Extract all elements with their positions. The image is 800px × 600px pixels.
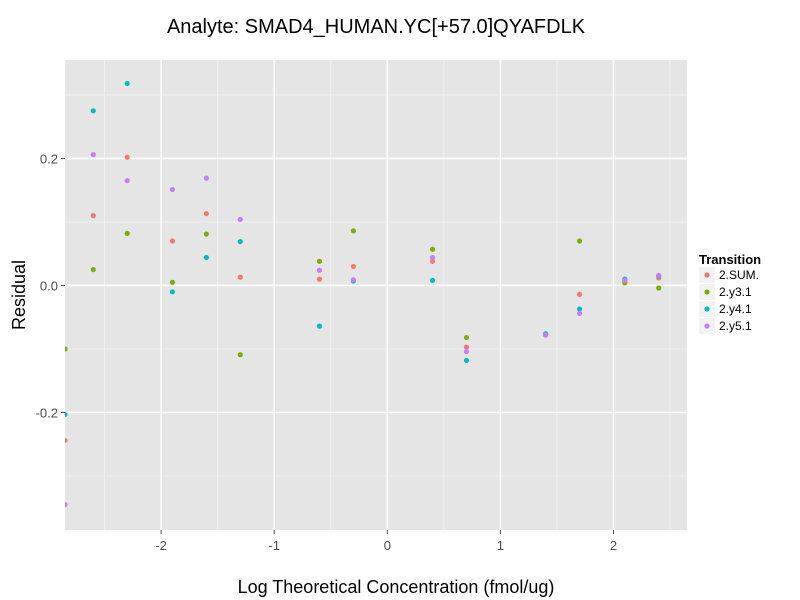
x-axis: -2 -1 0 1 2 <box>155 530 617 553</box>
point-2-y4-1 <box>576 306 583 312</box>
legend-marker-2-y4-1 <box>704 306 710 312</box>
point-2-sum <box>124 154 130 160</box>
point-2-y3-1 <box>656 285 662 291</box>
plot-panel <box>65 60 687 530</box>
point-2-y3-1 <box>463 334 470 341</box>
x-axis-title: Log Theoretical Concentration (fmol/ug) <box>238 577 555 597</box>
point-2-y5-1 <box>124 178 130 184</box>
y-axis-title: Residual <box>9 260 29 330</box>
data-points <box>65 80 662 508</box>
point-2-sum <box>350 263 356 270</box>
minor-gridlines <box>65 60 687 530</box>
x-tick-label: -1 <box>268 538 280 553</box>
point-2-y5-1 <box>350 277 356 283</box>
point-2-y3-1 <box>316 258 323 264</box>
point-2-sum <box>203 211 209 217</box>
point-2-y3-1 <box>124 230 130 236</box>
x-tick-label: -2 <box>155 538 167 553</box>
point-2-sum <box>90 213 96 219</box>
legend-marker-2-y5-1 <box>704 323 710 329</box>
y-tick-label: 0.2 <box>40 151 58 166</box>
point-2-y5-1 <box>65 501 68 508</box>
point-2-y3-1 <box>429 246 436 252</box>
point-2-y4-1 <box>169 289 176 295</box>
point-2-sum <box>169 238 176 244</box>
point-2-y4-1 <box>203 254 209 261</box>
point-2-y5-1 <box>576 310 583 317</box>
y-tick-label: 0.0 <box>40 278 58 293</box>
legend-label-2-y4-1: 2.y4.1 <box>719 302 752 316</box>
point-2-sum <box>429 258 436 264</box>
point-2-sum <box>576 291 583 297</box>
point-2-y4-1 <box>237 239 243 245</box>
legend-label-2-y5-1: 2.y5.1 <box>719 319 752 333</box>
point-2-y5-1 <box>316 267 323 273</box>
point-2-y4-1 <box>429 277 436 283</box>
point-2-y5-1 <box>90 152 96 158</box>
point-2-y3-1 <box>350 228 356 234</box>
point-2-sum <box>316 276 323 282</box>
point-2-sum <box>65 437 68 444</box>
point-2-y3-1 <box>90 266 96 273</box>
x-tick-label: 1 <box>497 538 504 553</box>
point-2-y3-1 <box>576 238 583 244</box>
x-tick-label: 0 <box>384 538 391 553</box>
point-2-y4-1 <box>316 323 323 329</box>
point-2-y5-1 <box>656 272 662 278</box>
point-2-y4-1 <box>65 411 68 418</box>
point-2-y3-1 <box>65 346 68 352</box>
major-gridlines <box>65 60 687 530</box>
legend-marker-2-y3-1 <box>704 289 710 295</box>
legend-label-2-y3-1: 2.y3.1 <box>719 285 752 299</box>
legend-title: Transition <box>699 252 761 267</box>
point-2-sum <box>237 274 243 280</box>
point-2-y5-1 <box>622 277 628 283</box>
point-2-y5-1 <box>429 254 436 261</box>
point-2-y3-1 <box>203 231 209 237</box>
point-2-y3-1 <box>237 352 243 358</box>
y-tick-label: -0.2 <box>36 406 58 421</box>
y-axis: -0.2 0.0 0.2 <box>36 151 65 421</box>
point-2-y5-1 <box>203 175 209 181</box>
point-2-y4-1 <box>463 357 470 364</box>
legend-marker-2-sum <box>704 272 710 278</box>
point-2-y4-1 <box>124 80 130 87</box>
point-2-y3-1 <box>169 279 176 285</box>
point-2-y5-1 <box>169 186 176 193</box>
legend: Transition 2.SUM. 2.y3.1 2.y4.1 2.y5.1 <box>699 252 761 334</box>
point-2-y5-1 <box>463 348 470 355</box>
chart-title: Analyte: SMAD4_HUMAN.YC[+57.0]QYAFDLK <box>167 16 586 38</box>
legend-label-2-sum: 2.SUM. <box>719 268 759 282</box>
point-2-sum <box>463 344 470 350</box>
point-2-y5-1 <box>237 216 243 223</box>
point-2-y4-1 <box>90 108 96 114</box>
x-tick-label: 2 <box>610 538 617 553</box>
point-2-y5-1 <box>543 332 549 338</box>
